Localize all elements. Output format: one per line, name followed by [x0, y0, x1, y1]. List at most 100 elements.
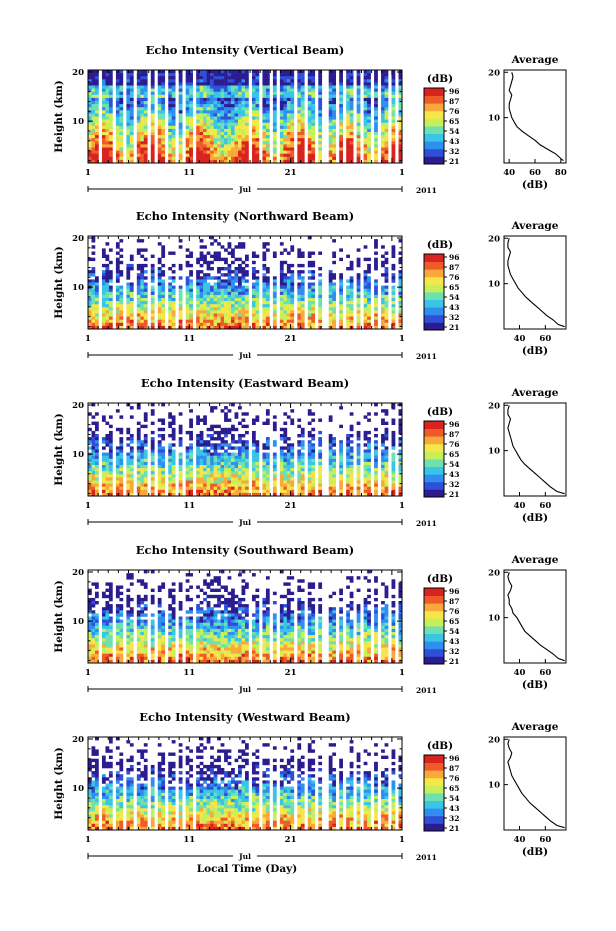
chart-title: Echo Intensity (Southward Beam): [136, 543, 354, 557]
month-bg: [233, 850, 257, 862]
x-axis-label: Local Time (Day): [197, 863, 297, 875]
panel-2: Echo Intensity (Northward Beam)1 11 21 1Jul…: [53, 209, 567, 361]
average-title: Average: [511, 721, 559, 733]
colorbar-segment: [424, 777, 444, 786]
colorbar-tick-label: 65: [449, 784, 459, 793]
average-profile-line: [508, 72, 564, 162]
average-title: Average: [511, 554, 559, 566]
y-tick-label: 20: [72, 401, 84, 411]
x-tick-label: 1: [399, 501, 405, 511]
average-frame: [503, 736, 567, 831]
average-title: Average: [511, 54, 559, 66]
colorbar-segment: [424, 292, 444, 300]
heatmap: [88, 236, 403, 330]
colorbar-tick-label: 21: [449, 323, 459, 332]
colorbar-segment: [424, 110, 444, 119]
colorbar-segment: [424, 762, 444, 771]
colorbar-segment: [424, 314, 444, 323]
average-title: Average: [511, 220, 559, 232]
avg-y-tick-label: 20: [488, 568, 500, 578]
colorbar-segment: [424, 466, 444, 475]
avg-x-tick-label: 40: [514, 334, 526, 344]
colorbar-segment: [424, 103, 444, 112]
y-axis-label: Height (km): [53, 413, 65, 485]
avg-x-tick-label: 60: [539, 835, 551, 845]
colorbar-segment: [424, 141, 444, 150]
colorbar-segment: [424, 451, 444, 460]
avg-y-tick-label: 10: [488, 447, 500, 457]
colorbar-tick-label: 87: [449, 764, 459, 773]
y-axis-label: Height (km): [53, 246, 65, 318]
colorbar-segment: [424, 118, 444, 127]
avg-x-label: (dB): [522, 512, 548, 524]
avg-y-tick-label: 20: [488, 401, 500, 411]
x-tick-label: 21: [285, 835, 297, 845]
y-tick-label: 10: [72, 283, 84, 293]
colorbar-segment: [424, 808, 444, 817]
month-label: Jul: [238, 685, 251, 694]
x-tick-label: 21: [285, 168, 297, 178]
colorbar-segment: [424, 793, 444, 801]
y-tick-label: 20: [72, 68, 84, 78]
y-axis-label: Height (km): [53, 80, 65, 152]
plot-frame: [87, 69, 403, 164]
colorbar-tick-label: 21: [449, 657, 459, 666]
colorbar-segment: [424, 800, 444, 809]
colorbar-segment: [424, 474, 444, 483]
avg-x-label: (dB): [522, 345, 548, 357]
avg-x-tick-label: 40: [514, 501, 526, 511]
colorbar-tick-label: 87: [449, 430, 459, 439]
average-title: Average: [511, 387, 559, 399]
colorbar-tick-label: 96: [449, 587, 459, 596]
colorbar-segment: [424, 254, 444, 262]
month-label: Jul: [238, 518, 251, 527]
avg-x-tick-label: 60: [529, 168, 541, 178]
colorbar-tick-label: 32: [449, 814, 459, 823]
x-tick-label: 11: [183, 168, 195, 178]
year-label: 2011: [416, 186, 437, 195]
colorbar-tick-label: 43: [449, 637, 459, 646]
colorbar-tick-label: 76: [449, 774, 459, 783]
heatmap: [88, 570, 403, 664]
colorbar-segment: [424, 588, 444, 596]
year-label: 2011: [416, 352, 437, 361]
x-tick-label: 11: [183, 334, 195, 344]
y-tick-label: 10: [72, 450, 84, 460]
colorbar-segment: [424, 595, 444, 604]
x-tick-label: 1: [85, 668, 91, 678]
colorbar-segment: [424, 785, 444, 794]
month-label: Jul: [238, 185, 251, 194]
x-tick-label: 21: [285, 334, 297, 344]
average-frame: [503, 402, 567, 497]
x-tick-label: 21: [285, 668, 297, 678]
plot-frame: [87, 402, 403, 497]
y-tick-label: 10: [72, 117, 84, 127]
colorbar-tick-label: 87: [449, 263, 459, 272]
avg-y-tick-label: 10: [488, 114, 500, 124]
colorbar-tick-label: 54: [449, 627, 459, 636]
colorbar-segment: [424, 626, 444, 634]
avg-x-label: (dB): [522, 679, 548, 691]
y-tick-label: 10: [72, 617, 84, 627]
colorbar-frame: [423, 253, 445, 331]
colorbar-tick-label: 65: [449, 450, 459, 459]
average-profile-line: [507, 572, 565, 662]
colorbar-frame: [423, 587, 445, 665]
colorbar-label: (dB): [427, 573, 453, 585]
average-profile-line: [507, 739, 565, 829]
heatmap: [88, 70, 403, 164]
month-label: Jul: [238, 852, 251, 861]
y-tick-label: 20: [72, 234, 84, 244]
colorbar-segment: [424, 618, 444, 627]
colorbar-segment: [424, 648, 444, 657]
colorbar-segment: [424, 148, 444, 157]
avg-x-tick-label: 40: [514, 835, 526, 845]
colorbar-tick-label: 32: [449, 313, 459, 322]
colorbar-tick-label: 54: [449, 794, 459, 803]
colorbar-segment: [424, 603, 444, 612]
colorbar-segment: [424, 95, 444, 104]
month-bg: [233, 349, 257, 361]
avg-y-tick-label: 20: [488, 735, 500, 745]
